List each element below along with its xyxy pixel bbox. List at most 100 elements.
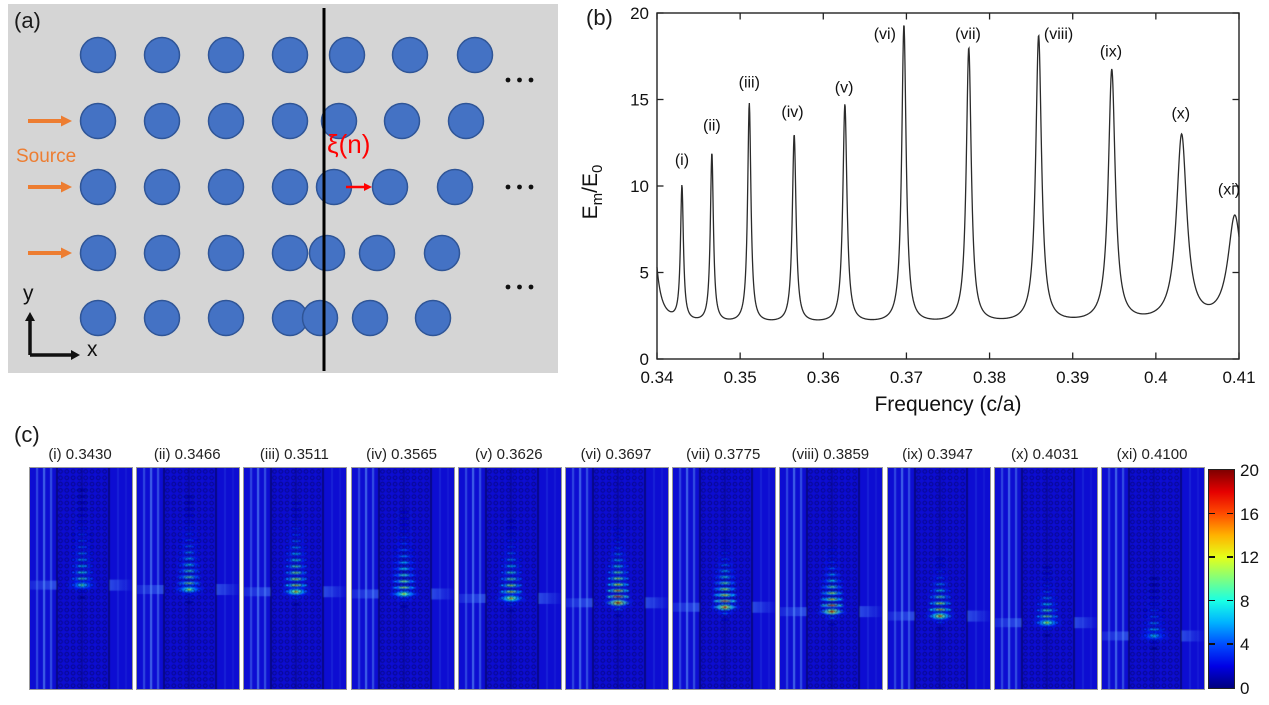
colorbar-gradient [1208,469,1235,689]
field-map-title: (iii) 0.3511 [259,446,329,463]
field-map-canvas [886,467,991,690]
colorbar-tick [1209,599,1215,602]
y-tick-label: 15 [630,91,649,110]
x-tick-label: 0.37 [890,368,923,387]
ellipsis-dot [517,284,522,290]
panel-b-label: (b) [586,5,613,30]
colorbar-tick [1227,512,1233,515]
peak-label: (x) [1171,106,1190,123]
x-axis-arrow-head [71,350,80,360]
panel-a-label: (a) [14,8,41,33]
colorbar-tick [1227,643,1233,645]
field-map-panel: (xi) 0.4100 [1101,446,1205,690]
lattice-circle [79,168,117,206]
field-map-panel: (vii) 0.3775 [672,446,777,690]
field-map-panel: (i) 0.3430 [29,446,133,690]
plot-x-label: Frequency (c/a) [874,393,1021,416]
ellipsis-dot [505,77,511,83]
colorbar-tick [1209,643,1215,645]
field-map-panel: (ix) 0.3947 [886,446,991,690]
lattice-circle [207,102,245,140]
lattice-circle [79,36,117,74]
lattice-circle [436,168,474,206]
source-arrow-head [61,181,72,193]
colorbar-tick-label: 8 [1240,591,1250,611]
field-map-panel: (viii) 0.3859 [779,446,884,690]
lattice-circle [456,36,494,74]
x-tick-label: 0.4 [1144,368,1168,387]
field-map-canvas [243,467,348,690]
lattice-circle [351,299,389,337]
source-arrow-head [61,115,72,127]
y-tick-label: 5 [640,264,649,283]
field-map-title: (iv) 0.3565 [366,446,438,463]
colorbar-tick-label: 20 [1240,461,1259,480]
panel-c-label: (c) [14,422,40,447]
source-arrow-head [61,247,72,259]
peak-label: (ii) [703,118,721,135]
y-tick-label: 0 [640,350,649,369]
field-map-panel: (vi) 0.3697 [565,446,669,690]
lattice-circle [371,168,409,206]
lattice-circle [79,234,117,272]
peak-label: (iv) [781,104,803,121]
field-map-canvas [565,467,669,690]
ellipsis-dot [528,77,534,83]
y-axis-arrow-head [25,312,35,321]
field-map-canvas [457,467,562,690]
lattice-circle [391,36,429,74]
peak-label: (iii) [739,74,760,91]
peak-label: (viii) [1044,26,1073,43]
lattice-circle [79,299,117,337]
y-tick-label: 20 [630,4,649,23]
lattice-circle [301,299,339,337]
ellipsis-dot [528,284,534,290]
field-map-title: (vi) 0.3697 [580,446,652,463]
lattice-circle [414,299,452,337]
source-label: Source [16,146,77,167]
lattice-circle [447,102,485,140]
lattice-circle [358,234,396,272]
field-map-panel: (v) 0.3626 [457,446,562,690]
lattice-circle [328,36,366,74]
xi-offset-label: ξ(n) [327,129,371,159]
plot-y-label: Em/E0 [579,165,606,220]
colorbar-tick [1227,599,1233,602]
lattice-circle [383,102,421,140]
lattice-circle [271,36,309,74]
field-map-canvas [993,467,1098,690]
field-map-canvas [350,467,455,690]
colorbar-tick [1209,556,1215,558]
x-tick-label: 0.35 [724,368,757,387]
lattice-circle [207,299,245,337]
field-map-title: (ix) 0.3947 [902,446,974,463]
colorbar-tick [1227,556,1233,558]
x-tick-label: 0.36 [807,368,840,387]
lattice-circle [207,168,245,206]
field-map-panel: (iv) 0.3565 [350,446,455,690]
x-tick-label: 0.34 [640,368,673,387]
colorbar-tick-label: 16 [1240,504,1259,524]
field-map-panel: (x) 0.4031 [993,446,1098,690]
ellipsis-dot [505,184,511,190]
lattice-circle [423,234,461,272]
lattice-circle [143,36,181,74]
y-tick-label: 10 [630,177,649,196]
field-map-title: (x) 0.4031 [1011,446,1079,463]
peak-label: (i) [675,152,689,169]
lattice-circle [308,234,346,272]
plot-frame [656,12,1240,360]
lattice-circle [207,36,245,74]
ellipsis-dot [505,284,511,290]
ellipsis-dot [517,184,522,190]
x-tick-label: 0.39 [1056,368,1089,387]
field-map-title: (v) 0.3626 [475,446,543,463]
colorbar-tick-label: 4 [1240,635,1250,655]
field-map-title: (xi) 0.4100 [1116,446,1188,463]
lattice-circle [143,299,181,337]
peak-label: (vi) [874,26,896,43]
field-map-canvas [779,467,884,690]
lattice-circle [207,234,245,272]
